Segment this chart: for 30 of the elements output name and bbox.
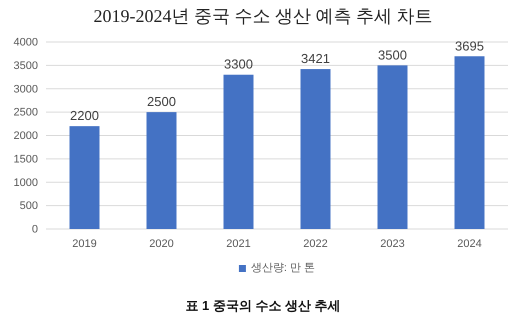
y-tick-label: 500: [20, 200, 38, 212]
y-tick-label: 1000: [14, 176, 38, 189]
x-tick-label: 2021: [226, 238, 251, 250]
x-tick-label: 2020: [149, 238, 174, 250]
data-label: 3421: [301, 51, 330, 66]
y-tick-label: 1500: [14, 153, 38, 166]
x-tick-label: 2024: [457, 238, 482, 250]
bar: [454, 56, 484, 229]
x-tick-label: 2022: [303, 238, 328, 250]
y-tick-label: 3000: [14, 83, 38, 96]
x-tick-label: 2019: [72, 238, 97, 250]
bar: [224, 74, 254, 229]
legend-label: 생산량: 만 톤: [250, 262, 316, 274]
data-label: 3695: [455, 38, 484, 54]
bar: [300, 69, 330, 229]
x-tick-label: 2023: [380, 238, 405, 250]
data-label: 3500: [378, 47, 407, 62]
data-label: 2500: [147, 94, 176, 110]
y-tick-label: 3500: [14, 60, 38, 72]
y-tick-label: 2500: [14, 106, 38, 119]
bar: [70, 126, 100, 229]
y-tick-label: 2000: [14, 130, 38, 142]
data-label: 2200: [70, 108, 99, 124]
y-tick-label: 4000: [14, 36, 38, 49]
data-label: 3300: [224, 56, 253, 72]
y-tick-label: 0: [32, 224, 38, 236]
bar: [146, 112, 176, 229]
text: 표 1 중국의 수소 생산 추세: [185, 298, 341, 313]
bar: [378, 65, 408, 229]
chart-title: 2019-2024년 중국 수소 생산 예측 추세 차트: [94, 6, 432, 26]
